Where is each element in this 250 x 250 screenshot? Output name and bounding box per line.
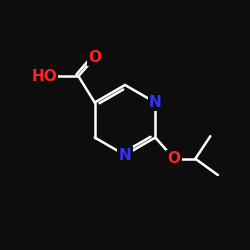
Text: O: O — [88, 50, 101, 65]
Text: N: N — [119, 148, 132, 162]
Text: O: O — [168, 151, 180, 166]
Text: N: N — [149, 95, 162, 110]
Text: HO: HO — [32, 69, 57, 84]
